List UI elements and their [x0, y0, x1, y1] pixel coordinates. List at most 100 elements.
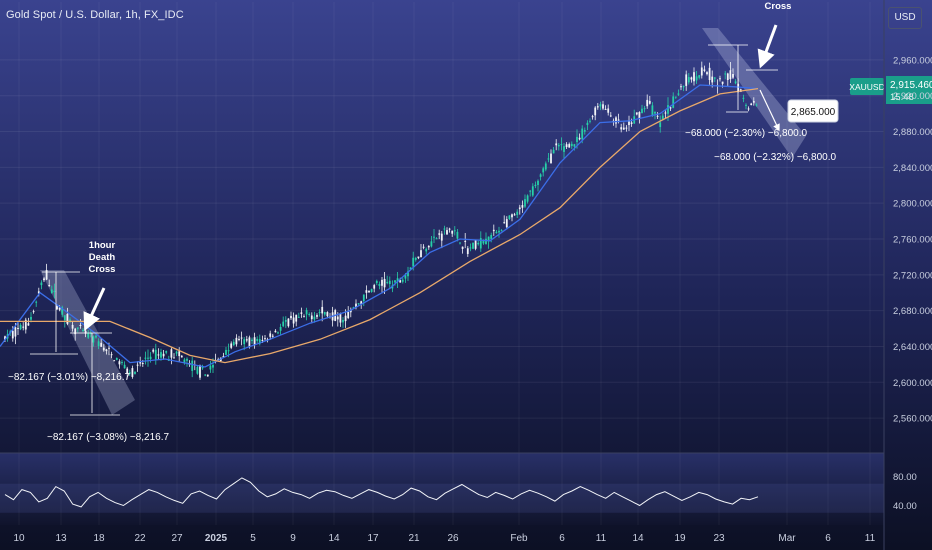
candle-body	[425, 248, 428, 252]
y-tick-label: 2,920.000	[893, 91, 932, 102]
chart-title: Gold Spot / U.S. Dollar, 1h, FX_IDC	[6, 9, 184, 21]
candle-body	[152, 349, 155, 352]
candle-body	[461, 246, 464, 249]
y-tick-label: 2,680.000	[893, 306, 932, 317]
candle-body	[667, 105, 669, 114]
candle-body	[113, 360, 116, 362]
channel-1	[40, 270, 135, 415]
candle-body	[396, 278, 399, 282]
candle-body	[232, 341, 235, 346]
candle-body	[492, 229, 495, 232]
currency-button[interactable]: USD	[888, 7, 922, 29]
candle-body	[310, 315, 313, 320]
candle-body	[479, 238, 482, 249]
candle-body	[752, 101, 755, 103]
candle-body	[136, 364, 139, 366]
candle-body	[711, 76, 714, 83]
candle-body	[357, 303, 360, 305]
candle-body	[336, 316, 339, 320]
candle-body	[576, 136, 578, 143]
candle-body	[719, 78, 721, 80]
candle-body	[443, 228, 446, 230]
candle-body	[209, 365, 212, 370]
candle-body	[269, 333, 272, 337]
candle-body	[32, 311, 35, 313]
candle-body	[542, 168, 545, 173]
candle-body	[297, 316, 300, 318]
candle-body	[378, 283, 381, 286]
candle-body	[147, 357, 149, 359]
x-tick-label: 23	[713, 533, 725, 544]
candle-body	[102, 347, 105, 351]
candle-body	[669, 107, 672, 109]
x-tick-label: 14	[328, 533, 340, 544]
candle-body	[4, 336, 6, 340]
candle-body	[375, 280, 378, 284]
candle-body	[482, 239, 485, 244]
candle-body	[17, 327, 19, 329]
candle-body	[713, 77, 716, 79]
candle-body	[105, 349, 108, 352]
candle-body	[50, 289, 53, 293]
candle-body	[108, 347, 110, 349]
x-tick-label: Mar	[778, 533, 796, 544]
candle-body	[700, 67, 703, 76]
x-tick-label: 18	[93, 533, 105, 544]
candle-body	[529, 190, 532, 192]
y-tick-label: 2,840.000	[893, 163, 932, 174]
x-tick-label: 22	[134, 533, 146, 544]
candle-body	[641, 108, 643, 114]
candle-body	[279, 326, 282, 331]
candle-body	[321, 306, 324, 314]
candle-body	[687, 77, 690, 83]
target-box	[787, 99, 839, 123]
candle-body	[407, 271, 409, 277]
candle-body	[518, 207, 521, 210]
candle-body	[251, 339, 253, 341]
candle-body	[578, 137, 581, 140]
candle-body	[139, 361, 142, 364]
candle-body	[573, 144, 576, 147]
candle-body	[695, 76, 698, 81]
candle-body	[53, 290, 56, 292]
target-label: 2,865.000	[791, 107, 836, 118]
candle-body	[550, 153, 552, 164]
candle-body	[734, 81, 737, 84]
candle-body	[399, 280, 402, 283]
y-tick-label: 2,720.000	[893, 270, 932, 281]
candle-body	[563, 146, 565, 152]
candle-body	[126, 368, 129, 374]
candle-body	[604, 108, 607, 110]
candle-body	[557, 144, 560, 147]
y-tick-label: 2,640.000	[893, 342, 932, 353]
x-tick-label: 27	[171, 533, 183, 544]
candle-body	[87, 332, 90, 338]
candle-body	[615, 117, 617, 124]
candle-body	[703, 69, 706, 71]
death-cross-label: Death	[89, 252, 116, 263]
candle-body	[326, 312, 329, 317]
candle-body	[316, 315, 318, 317]
y-tick-label: 2,880.000	[893, 127, 932, 138]
candle-body	[755, 104, 758, 106]
candle-body	[622, 127, 625, 130]
candle-body	[451, 230, 454, 234]
x-tick-label: 26	[447, 533, 459, 544]
candle-body	[144, 357, 147, 359]
candle-body	[417, 256, 420, 259]
candle-body	[570, 143, 573, 147]
candle-body	[82, 329, 84, 332]
candle-body	[680, 86, 682, 88]
candle-body	[435, 238, 438, 240]
candle-body	[45, 269, 48, 280]
candle-body	[560, 144, 563, 146]
candle-body	[342, 319, 344, 323]
candle-body	[472, 242, 474, 249]
candle-body	[453, 230, 456, 232]
candle-body	[521, 205, 524, 208]
candle-body	[446, 230, 448, 235]
candle-body	[505, 219, 508, 228]
